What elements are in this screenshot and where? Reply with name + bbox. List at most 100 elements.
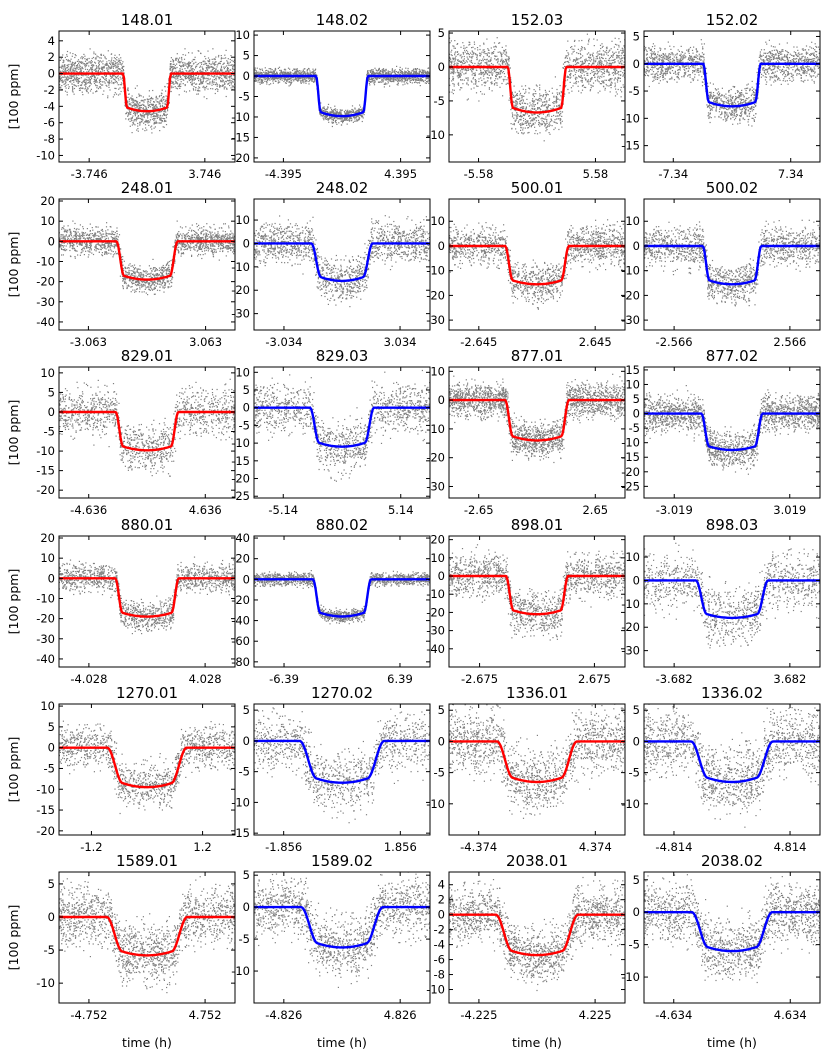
data-point: [140, 100, 142, 102]
data-point: [390, 73, 392, 75]
data-point: [367, 78, 370, 80]
data-point: [324, 118, 327, 120]
data-point: [168, 101, 170, 104]
data-point: [146, 101, 149, 103]
data-point: [145, 109, 147, 111]
data-point: [78, 64, 81, 66]
data-point: [376, 70, 378, 72]
data-point: [312, 71, 314, 73]
data-point: [591, 78, 593, 80]
data-point: [137, 105, 139, 107]
data-point: [483, 52, 485, 54]
data-point: [330, 117, 332, 119]
data-point: [193, 69, 195, 71]
data-point: [505, 52, 508, 54]
data-point: [135, 103, 137, 106]
data-point: [182, 64, 184, 66]
data-point: [394, 69, 396, 71]
data-point: [206, 64, 208, 66]
data-point: [227, 67, 229, 70]
data-point: [280, 70, 282, 72]
data-point: [188, 78, 190, 80]
data-point: [352, 110, 354, 112]
data-point: [502, 59, 504, 62]
data-point: [149, 106, 152, 108]
data-point: [195, 74, 197, 76]
data-point: [205, 78, 207, 80]
data-point: [149, 119, 152, 121]
data-point: [165, 90, 167, 92]
data-point: [216, 70, 218, 72]
data-point: [179, 68, 181, 70]
data-point: [296, 79, 298, 81]
data-point: [195, 83, 197, 85]
data-point: [151, 118, 154, 120]
data-point: [140, 104, 143, 106]
data-point: [313, 81, 315, 83]
data-point: [469, 43, 471, 45]
data-point: [524, 113, 527, 115]
data-point: [602, 50, 604, 52]
data-point: [290, 83, 292, 85]
y-tick-label: -10: [231, 110, 250, 124]
data-point: [272, 76, 274, 78]
data-point: [563, 95, 565, 97]
data-point: [76, 76, 78, 79]
data-point: [202, 68, 204, 70]
data-point: [153, 116, 155, 118]
data-point: [334, 119, 337, 121]
data-point: [332, 110, 334, 112]
data-point: [79, 67, 81, 69]
data-point: [304, 73, 307, 75]
data-point: [390, 78, 392, 80]
data-point: [306, 76, 308, 78]
data-point: [323, 107, 325, 110]
data-point: [324, 115, 326, 117]
data-point: [229, 75, 231, 77]
data-point: [418, 82, 421, 84]
data-point: [597, 62, 599, 64]
data-point: [413, 78, 415, 81]
data-point: [602, 57, 604, 60]
data-point: [387, 80, 389, 82]
data-point: [553, 101, 555, 103]
data-point: [258, 73, 260, 75]
data-point: [419, 69, 421, 71]
data-point: [483, 49, 485, 51]
data-point: [412, 72, 415, 74]
data-point: [118, 59, 120, 62]
data-point: [233, 61, 235, 63]
data-point: [117, 71, 120, 73]
data-point: [74, 63, 76, 65]
data-point: [141, 117, 143, 119]
data-point: [131, 124, 133, 126]
data-point: [99, 60, 101, 63]
data-point: [75, 80, 78, 82]
data-point: [320, 102, 322, 104]
data-point: [156, 101, 158, 103]
data-point: [179, 62, 181, 64]
data-point: [617, 76, 619, 79]
data-point: [80, 77, 82, 79]
data-point: [102, 70, 104, 72]
data-point: [164, 101, 166, 103]
data-point: [180, 76, 182, 78]
data-point: [228, 76, 230, 78]
data-point: [482, 49, 484, 51]
data-point: [548, 98, 551, 100]
data-point: [397, 77, 399, 79]
data-point: [419, 79, 421, 81]
data-point: [293, 68, 295, 70]
data-point: [452, 57, 454, 59]
data-point: [214, 61, 216, 63]
data-point: [202, 81, 204, 83]
data-point: [370, 81, 372, 83]
data-point: [212, 68, 214, 70]
data-point: [86, 62, 88, 64]
data-point: [413, 68, 415, 70]
data-point: [335, 112, 338, 114]
data-point: [150, 103, 152, 105]
data-point: [105, 78, 107, 80]
data-point: [132, 115, 134, 117]
